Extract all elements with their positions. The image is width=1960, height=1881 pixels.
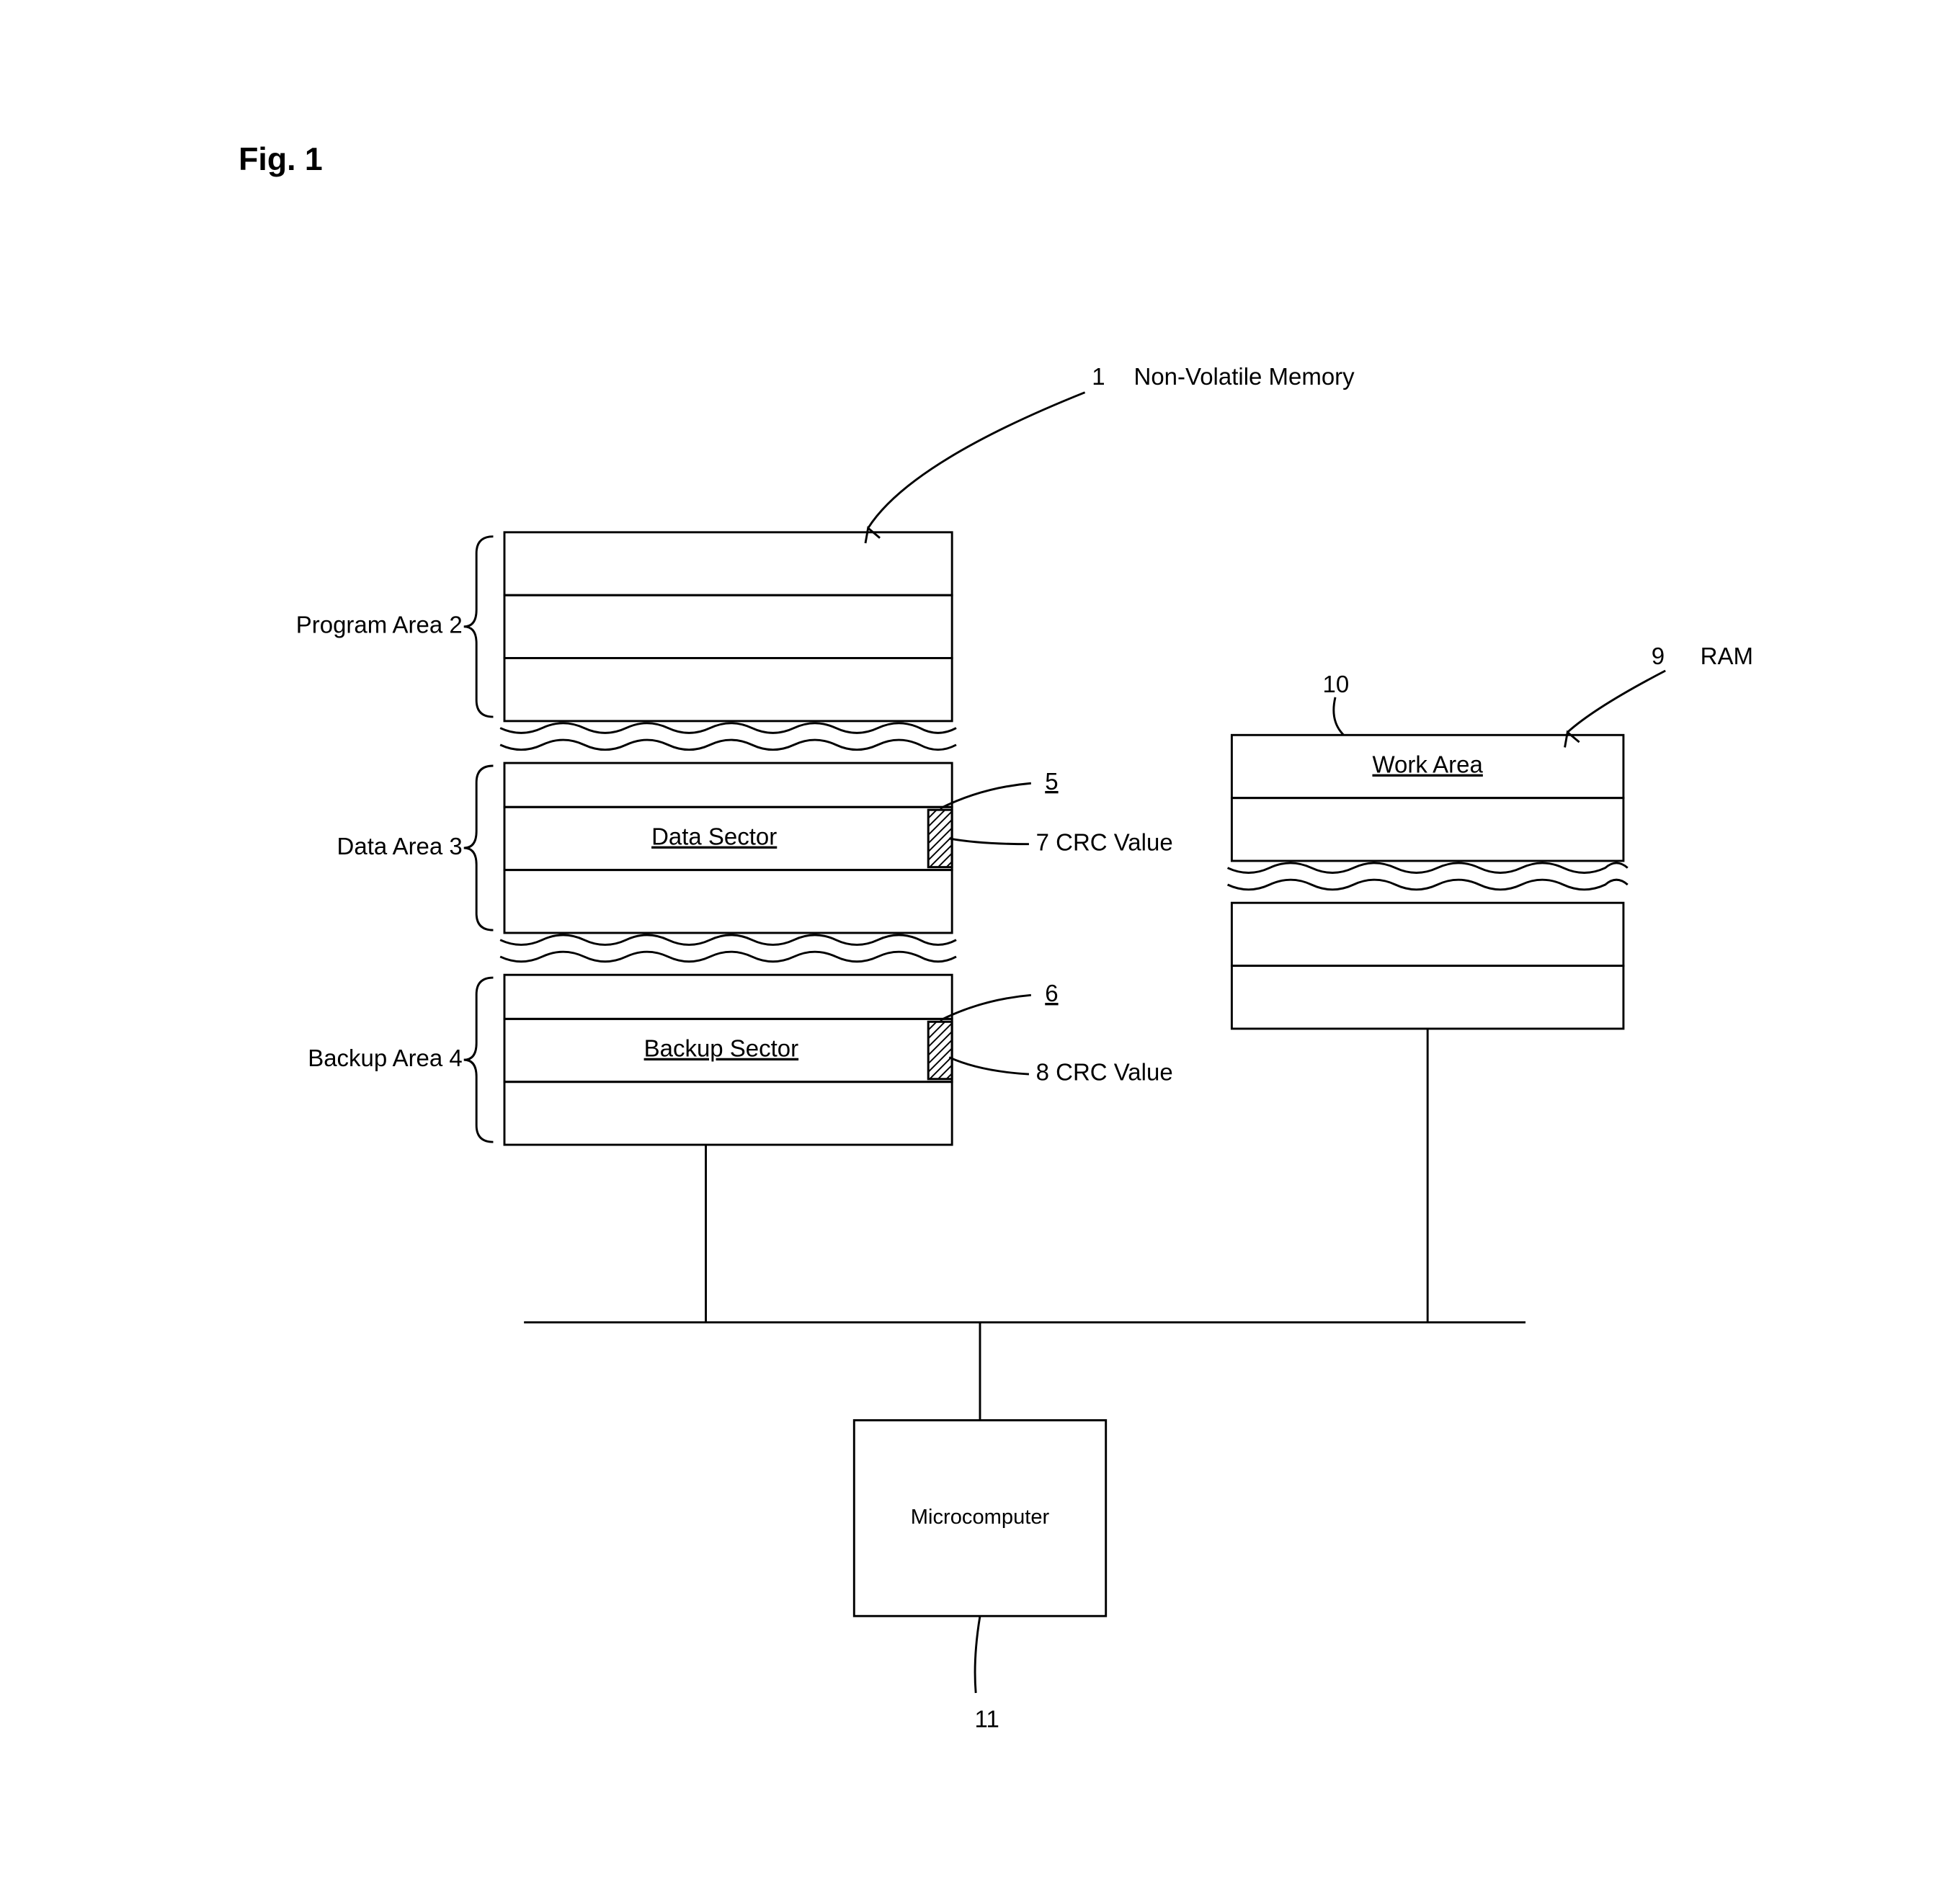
ram-title-text: RAM [1701,643,1753,669]
backup-sector-num: 6 [1045,980,1058,1006]
work-area-num: 10 [1323,671,1350,697]
backup-area-label: Backup Area 4 [308,1045,463,1071]
nvmem-title-num: 1 [1092,363,1105,390]
microcomputer-label: Microcomputer [911,1506,1050,1529]
nvmem-title-text: Non-Volatile Memory [1134,363,1355,390]
data-sector-label: Data Sector [651,823,777,850]
work-area-label: Work Area [1372,751,1483,778]
data-area-label: Data Area 3 [337,833,463,859]
memory-architecture-diagram: Fig. 1 Program Area 2 Data Sector Data Area… [29,29,1931,1852]
ram-title-num: 9 [1652,643,1665,669]
microcomputer-num: 11 [975,1706,999,1733]
figure-label: Fig. 1 [239,142,323,177]
backup-sector-label: Backup Sector [644,1035,799,1062]
backup-crc-label: 8 CRC Value [1036,1059,1173,1086]
program-area-label: Program Area 2 [296,612,463,638]
data-sector-num: 5 [1045,768,1058,795]
data-crc-label: 7 CRC Value [1036,828,1173,855]
